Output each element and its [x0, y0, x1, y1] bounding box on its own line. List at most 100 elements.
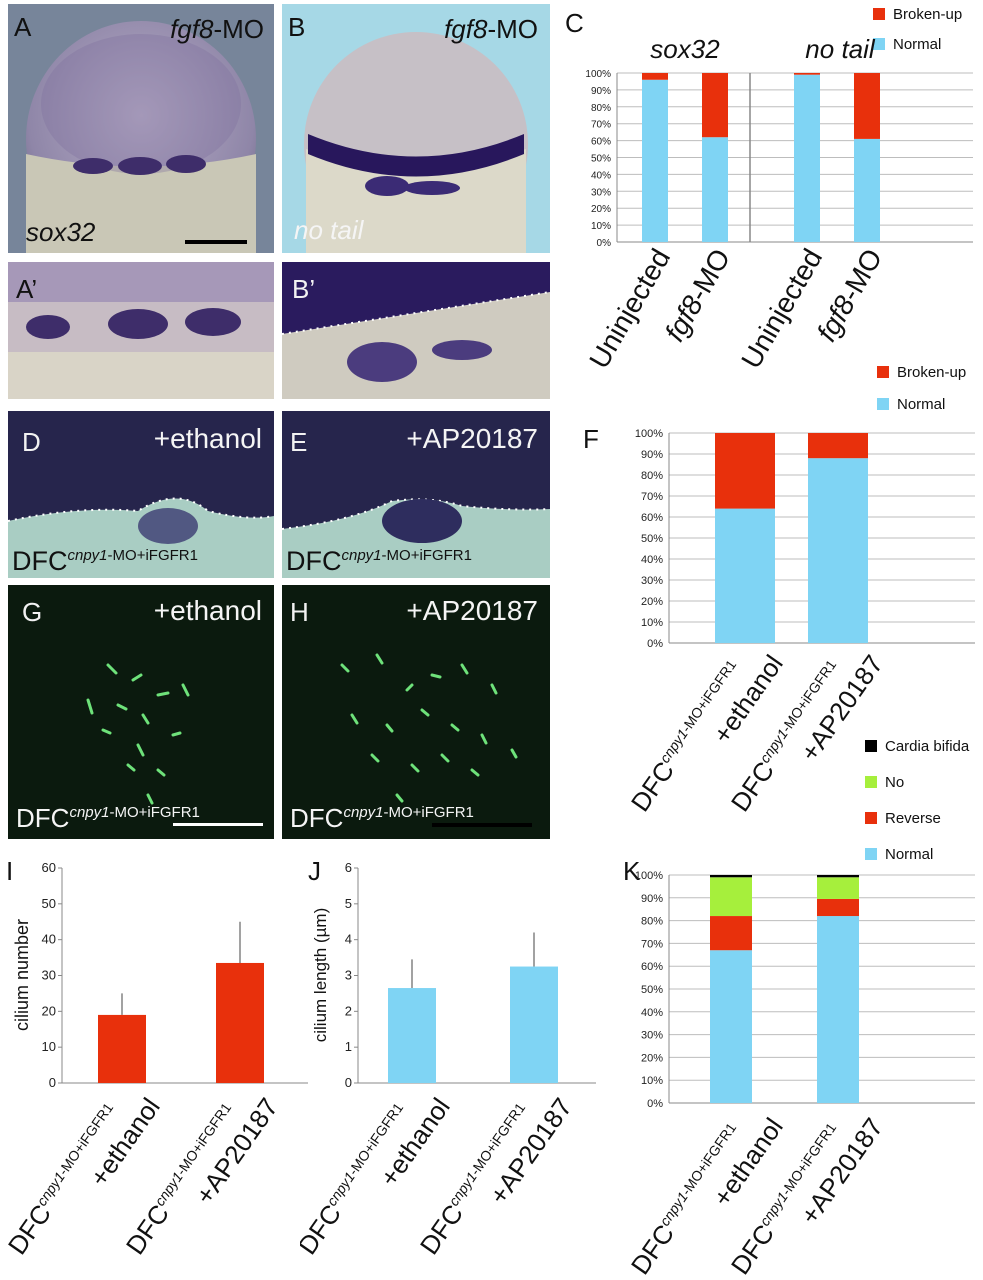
panel-g-treatment: +ethanol: [153, 595, 262, 626]
chart-c-ytick-label: 20%: [591, 204, 611, 215]
panel-label-h: H: [290, 597, 309, 627]
panel-a-probe: sox32: [26, 217, 96, 247]
panel-e-dfc-suffix: -MO+iFGFR1: [381, 547, 472, 564]
panel-b-probe: no tail: [294, 215, 364, 245]
chart-c-legend-swatch: [873, 38, 885, 50]
panel-b-prime-zoom-image: [282, 262, 550, 399]
chart-k-bar-normal: [817, 916, 859, 1103]
chart-i-category-treatment: +ethanol: [84, 1092, 166, 1192]
chart-k-ytick-label: 10%: [641, 1075, 663, 1087]
chart-k-ytick-label: 90%: [641, 893, 663, 905]
chart-j-ytick-label: 2: [345, 1003, 352, 1018]
chart-f: F Broken-up Normal 0% 10% 20% 30% 40% 50% 60% 70% 8…: [583, 364, 975, 817]
chart-c-legend-swatch: [873, 8, 885, 20]
chart-i-ytick-label: 50: [42, 896, 56, 911]
panel-label-j: J: [308, 856, 321, 886]
panel-label-g: G: [22, 597, 43, 627]
panel-label-d: D: [22, 427, 41, 457]
panel-g-image: G +ethanol DFCcnpy1-MO+iFGFR1: [8, 585, 274, 839]
chart-k-ytick-label: 30%: [641, 1030, 663, 1042]
panel-a-prime-zoom-image: [8, 262, 274, 399]
chart-c-ytick-label: 40%: [591, 170, 611, 181]
panel-label-i: I: [6, 856, 13, 886]
panel-g-dfc-label: DFCcnpy1-MO+iFGFR1: [16, 805, 200, 831]
panel-e-treatment: +AP20187: [406, 423, 538, 454]
chart-k-ytick-label: 50%: [641, 984, 663, 996]
panel-d-treatment: +ethanol: [153, 423, 262, 454]
chart-i-ylabel: cilium number: [12, 919, 32, 1031]
chart-k-bar-reverse: [817, 898, 859, 917]
panel-h-dfc-sup: cnpy1: [343, 804, 384, 821]
chart-j-ytick-label: 6: [345, 860, 352, 875]
chart-f-bar-broken-up: [715, 433, 775, 509]
panel-label-f: F: [583, 424, 599, 454]
panel-label-c: C: [565, 8, 584, 38]
panel-b-morpholino: fgf8-MO: [444, 16, 538, 42]
panel-g-cilia-image: [8, 585, 274, 839]
chart-k-ytick-label: 40%: [641, 1007, 663, 1019]
chart-f-bar-normal: [808, 458, 868, 643]
chart-f-ytick-label: 60%: [641, 512, 663, 524]
chart-j-category-treatment: +ethanol: [374, 1092, 456, 1192]
chart-f-ytick-label: 0%: [647, 638, 663, 650]
chart-c-legend-label: Broken-up: [893, 6, 962, 23]
chart-c-bar-broken-up: [642, 73, 668, 80]
chart-k-bar-cardia-bifida: [817, 875, 859, 878]
panel-b-image: B fgf8-MO no tail: [282, 4, 550, 253]
panel-b-prime-image: B’: [282, 262, 550, 399]
chart-f-ytick-label: 90%: [641, 449, 663, 461]
chart-c-group-title: no tail: [805, 34, 876, 64]
chart-i-ytick-label: 40: [42, 932, 56, 947]
chart-c-bar-normal: [854, 138, 880, 242]
chart-j-ylabel-wrap: cilium length (µm): [311, 908, 330, 1043]
panel-label-e: E: [290, 427, 308, 457]
chart-k-legend-swatch: [865, 776, 877, 788]
chart-c-bar-normal: [702, 137, 728, 242]
panel-e-dfc-label: DFCcnpy1-MO+iFGFR1: [286, 548, 472, 575]
chart-c-ytick-label: 10%: [591, 221, 611, 232]
panel-b-mo-suffix: -MO: [487, 14, 538, 44]
chart-k-legend-label: Cardia bifida: [885, 738, 970, 755]
panel-e-image: E +AP20187 DFCcnpy1-MO+iFGFR1: [282, 411, 550, 578]
chart-c-category-text: Uninjected: [735, 244, 828, 374]
chart-f-bar-normal: [715, 508, 775, 643]
chart-c-category-label: Uninjected: [735, 244, 828, 374]
panel-d-dfc-sup: cnpy1: [67, 547, 108, 564]
chart-c-bar-broken-up: [854, 73, 880, 139]
chart-c-category-text: Uninjected: [583, 244, 676, 374]
chart-k-ytick-label: 100%: [635, 870, 663, 882]
chart-i-ytick-label: 10: [42, 1039, 56, 1054]
chart-c-group-title: sox32: [650, 34, 720, 64]
panel-h-dfc-label: DFCcnpy1-MO+iFGFR1: [290, 805, 474, 831]
panel-label-b-prime: B’: [292, 274, 316, 304]
chart-k-ytick-label: 70%: [641, 938, 663, 950]
chart-c-ytick-label: 60%: [591, 137, 611, 148]
panel-g-dfc-sup: cnpy1: [69, 804, 110, 821]
panel-label-a-prime: A’: [16, 274, 38, 304]
chart-i-ytick-label: 60: [42, 860, 56, 875]
panel-h-dfc-suffix: -MO+iFGFR1: [383, 804, 474, 821]
panel-h-image: H +AP20187 DFCcnpy1-MO+iFGFR1: [282, 585, 550, 839]
chart-i-ytick-label: 20: [42, 1003, 56, 1018]
panel-label-a: A: [14, 12, 32, 42]
chart-j-bar: [510, 966, 558, 1083]
chart-j-ytick-label: 1: [345, 1039, 352, 1054]
chart-k-category-label: DFCcnpy1-MO+iFGFR1+AP20187: [725, 1112, 889, 1280]
chart-f-legend-label: Normal: [897, 396, 945, 413]
chart-f-ytick-label: 100%: [635, 428, 663, 440]
panel-a-embryo-image: [8, 4, 274, 253]
chart-k-ytick-label: 20%: [641, 1052, 663, 1064]
panel-d-dfc-label: DFCcnpy1-MO+iFGFR1: [12, 548, 198, 575]
panel-e-dfc: DFC: [286, 546, 342, 576]
chart-i-ylabel-wrap: cilium number: [12, 919, 32, 1031]
chart-i-bar: [216, 962, 264, 1083]
panel-a-morpholino: fgf8-MO: [170, 16, 264, 42]
chart-f-ytick-label: 50%: [641, 533, 663, 545]
chart-f-ytick-label: 30%: [641, 575, 663, 587]
chart-f-ytick-label: 40%: [641, 554, 663, 566]
chart-k-legend-label: Normal: [885, 846, 933, 863]
chart-f-legend-label: Broken-up: [897, 364, 966, 381]
panel-label-b: B: [288, 12, 306, 42]
